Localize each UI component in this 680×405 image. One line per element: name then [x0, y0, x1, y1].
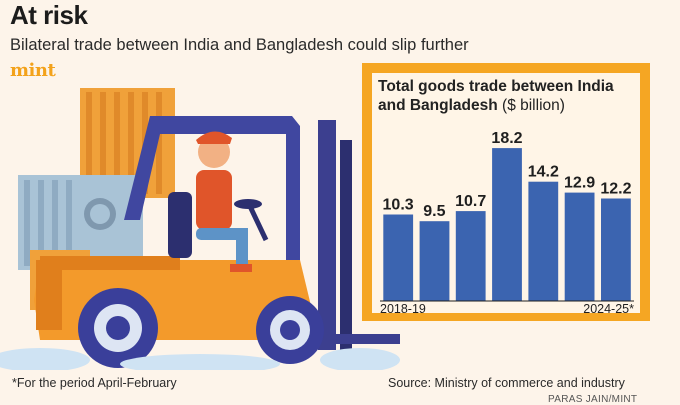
chart-title: Total goods trade between India and Bang… — [378, 77, 638, 115]
bar-2022-23 — [528, 181, 559, 301]
bar-2018-19 — [383, 214, 414, 301]
data-label-2020-21: 10.7 — [455, 193, 486, 210]
credit-line: PARAS JAIN/MINT — [548, 394, 638, 405]
subheadline: Bilateral trade between India and Bangla… — [10, 36, 469, 54]
bar-2020-21 — [455, 211, 486, 301]
bar-2023-24 — [564, 192, 595, 301]
data-label-2024-25*: 12.2 — [600, 181, 631, 198]
chart-panel: 10.3 9.5 10.7 18.2 14.2 12.9 12.2 2018-19 2024-2… — [362, 63, 650, 321]
bar-2019-20 — [419, 221, 450, 301]
forklift-icon — [0, 116, 400, 370]
data-label-2023-24: 12.9 — [564, 175, 595, 192]
bar-2021-22 — [492, 148, 522, 301]
chart-area: 10.3 9.5 10.7 18.2 14.2 12.9 12.2 2018-19 2024-2… — [372, 73, 640, 313]
x-tick-label-first: 2018-19 — [380, 302, 426, 313]
chart-title-line1: Total goods trade between India — [378, 78, 614, 95]
bar-chart: 10.3 9.5 10.7 18.2 14.2 12.9 12.2 2018-19 2024-2… — [380, 130, 634, 313]
data-label-2022-23: 14.2 — [528, 164, 559, 181]
footnote: *For the period April-February — [12, 376, 177, 390]
x-tick-label-last: 2024-25* — [583, 302, 634, 313]
forklift-illustration — [0, 88, 400, 370]
data-label-2019-20: 9.5 — [423, 203, 445, 220]
bar-2024-25* — [601, 198, 631, 301]
brand-logo: mint — [10, 60, 56, 81]
source-note: Source: Ministry of commerce and industr… — [388, 376, 625, 390]
data-label-2021-22: 18.2 — [491, 130, 522, 147]
data-label-2018-19: 10.3 — [383, 197, 414, 214]
chart-title-line2: and Bangladesh — [378, 97, 498, 114]
chart-unit-label: ($ billion) — [502, 97, 565, 114]
headline: At risk — [10, 0, 88, 30]
